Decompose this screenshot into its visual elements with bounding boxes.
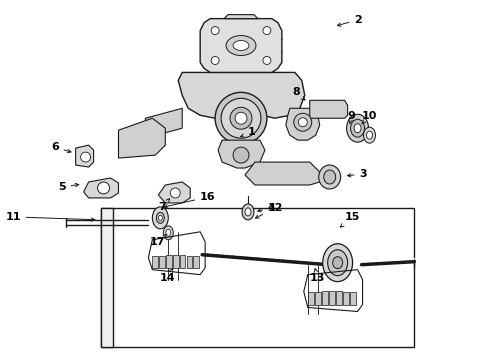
Text: 6: 6: [51, 142, 71, 153]
Polygon shape: [310, 100, 347, 118]
Text: 3: 3: [347, 169, 367, 179]
Text: 9: 9: [347, 111, 355, 124]
Ellipse shape: [350, 119, 365, 137]
Polygon shape: [158, 182, 190, 203]
Text: 14: 14: [160, 269, 175, 283]
Ellipse shape: [364, 127, 375, 143]
Text: 17: 17: [150, 234, 167, 247]
Ellipse shape: [233, 147, 249, 163]
Polygon shape: [100, 208, 113, 347]
Text: 13: 13: [310, 269, 325, 283]
Text: 12: 12: [255, 203, 283, 218]
Polygon shape: [187, 256, 192, 268]
Text: 1: 1: [241, 127, 256, 137]
Ellipse shape: [294, 113, 312, 131]
Ellipse shape: [233, 41, 249, 50]
Circle shape: [263, 57, 271, 64]
Text: 11: 11: [5, 212, 95, 222]
Polygon shape: [322, 291, 328, 305]
Polygon shape: [75, 145, 94, 167]
Text: 5: 5: [58, 182, 79, 192]
Ellipse shape: [158, 215, 162, 220]
Ellipse shape: [318, 165, 341, 189]
Ellipse shape: [346, 114, 368, 142]
Ellipse shape: [215, 92, 267, 144]
Text: 2: 2: [338, 15, 362, 26]
Ellipse shape: [324, 170, 336, 184]
Ellipse shape: [226, 36, 256, 55]
Circle shape: [211, 57, 219, 64]
Ellipse shape: [163, 226, 173, 240]
Circle shape: [171, 188, 180, 198]
Polygon shape: [119, 118, 165, 158]
Polygon shape: [336, 291, 343, 305]
Ellipse shape: [242, 204, 254, 220]
Ellipse shape: [367, 131, 372, 139]
Circle shape: [211, 27, 219, 35]
Ellipse shape: [152, 207, 168, 229]
Polygon shape: [180, 255, 186, 268]
Ellipse shape: [354, 124, 361, 133]
Text: 4: 4: [258, 203, 276, 213]
Polygon shape: [166, 255, 172, 268]
Polygon shape: [146, 108, 182, 138]
Polygon shape: [343, 292, 349, 305]
Ellipse shape: [245, 208, 251, 216]
Polygon shape: [178, 72, 305, 118]
Polygon shape: [245, 162, 319, 185]
Ellipse shape: [333, 257, 343, 269]
Polygon shape: [173, 255, 179, 268]
Circle shape: [98, 182, 110, 194]
Polygon shape: [84, 178, 119, 198]
Polygon shape: [218, 140, 265, 168]
Text: 8: 8: [292, 87, 305, 100]
Polygon shape: [159, 256, 165, 268]
Text: 7: 7: [159, 199, 170, 212]
Bar: [111, 208, 415, 347]
Text: 15: 15: [341, 212, 360, 227]
Polygon shape: [315, 292, 321, 305]
Ellipse shape: [328, 250, 347, 276]
Polygon shape: [224, 15, 258, 19]
Polygon shape: [286, 108, 319, 140]
Ellipse shape: [221, 98, 261, 138]
Ellipse shape: [156, 212, 164, 223]
Polygon shape: [329, 291, 335, 305]
Polygon shape: [194, 256, 199, 268]
Ellipse shape: [235, 112, 247, 124]
Polygon shape: [200, 19, 282, 72]
Text: 10: 10: [362, 111, 377, 124]
Ellipse shape: [230, 107, 252, 129]
Text: 16: 16: [164, 192, 216, 208]
Ellipse shape: [298, 118, 307, 127]
Ellipse shape: [166, 229, 171, 236]
Polygon shape: [350, 292, 357, 305]
Circle shape: [263, 27, 271, 35]
Polygon shape: [100, 208, 111, 347]
Polygon shape: [308, 292, 314, 305]
Circle shape: [81, 152, 91, 162]
Ellipse shape: [323, 244, 353, 282]
Polygon shape: [152, 256, 158, 268]
